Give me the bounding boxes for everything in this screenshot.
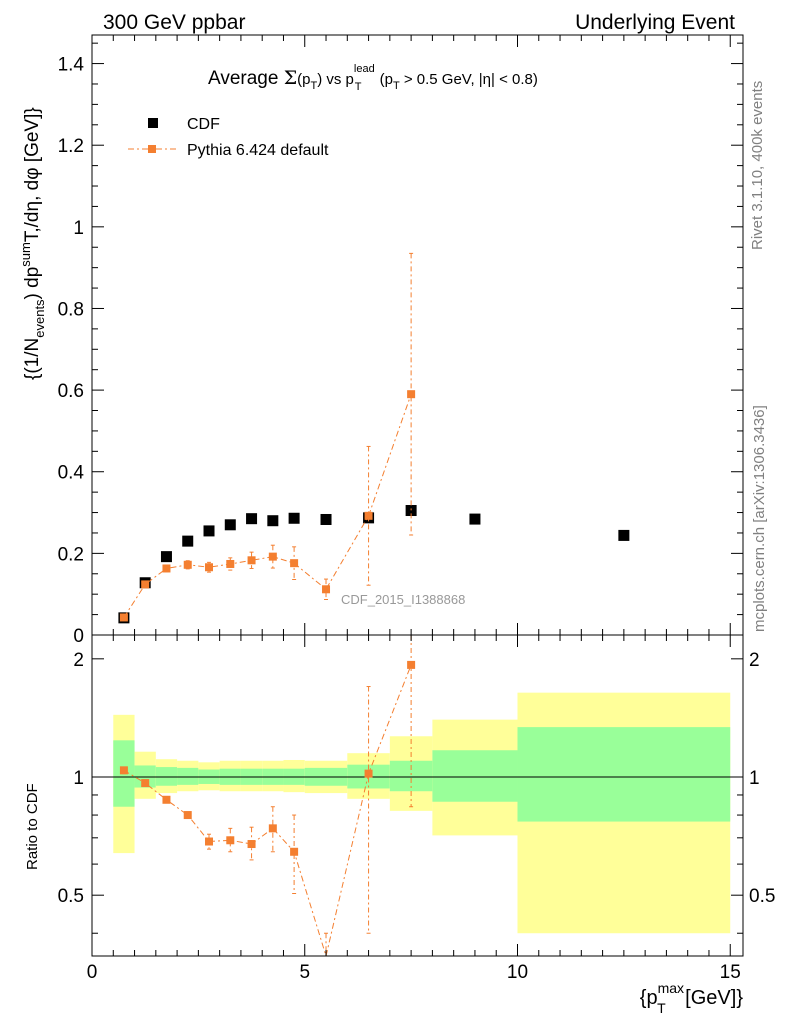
pythia-point: [322, 585, 331, 594]
cdf-point: [469, 513, 481, 525]
pythia-point: [407, 390, 416, 399]
pythia-point: [119, 613, 128, 622]
ratio-y-tick-label: 1: [73, 768, 84, 789]
legend-pythia-marker: [148, 145, 156, 153]
main-title: Average Σ(pT) vs plead T (pT > 0.5 GeV, |…: [208, 63, 538, 93]
pythia-point: [162, 564, 171, 573]
main-y-tick-labels: 0 0.2 0.4 0.6 0.8 1 1.2 1.4: [58, 55, 85, 647]
x-tick-label: 15: [720, 962, 741, 983]
cdf-point: [182, 535, 194, 547]
cdf-point: [618, 529, 630, 541]
header-right: Underlying Event: [575, 11, 735, 34]
ratio-y-tick-label-right: 1: [749, 768, 760, 789]
ratio-point: [183, 811, 192, 820]
main-axis-ticks: [91, 35, 743, 636]
analysis-watermark: CDF_2015_I1388868: [341, 592, 465, 607]
ratio-frame: [91, 634, 744, 957]
ratio-y-tick-label: 2: [73, 650, 84, 671]
ratio-y-tick-label-right: 2: [749, 650, 760, 671]
main-y-tick-label: 0.2: [58, 544, 84, 565]
pythia-point: [141, 580, 150, 589]
ratio-point: [162, 795, 171, 804]
cdf-uncertainty-inner-band: [155, 767, 178, 786]
x-tick-label: 5: [299, 962, 310, 983]
ratio-panel: 0.5 0.5 1 1 2 2 0 5 10 15 Ratio to CDF {pmax T [G…: [24, 634, 776, 1016]
main-y-tick-label: 0.8: [58, 299, 84, 320]
main-y-tick-label: 0: [73, 626, 84, 647]
cdf-uncertainty-inner-band: [517, 727, 731, 822]
ratio-point: [247, 840, 256, 849]
ratio-plot-content: [92, 634, 743, 957]
cdf-point: [320, 513, 332, 525]
x-tick-label: 10: [507, 962, 528, 983]
pythia-point: [226, 559, 235, 568]
main-panel: 0 0.2 0.4 0.6 0.8 1 1.2 1.4 Average Σ(pT) vs pl…: [18, 34, 744, 647]
main-y-tick-label: 0.4: [58, 463, 85, 484]
ratio-point: [141, 779, 150, 788]
ratio-y-tick-label: 0.5: [58, 886, 84, 907]
legend-cdf-marker: [148, 118, 158, 128]
ratio-axis-ticks: [91, 635, 743, 956]
pythia-point: [290, 559, 299, 568]
ratio-y-tick-label-right: 0.5: [749, 886, 775, 907]
cdf-point: [224, 519, 236, 531]
ratio-y-axis-label: Ratio to CDF: [24, 783, 41, 870]
main-y-tick-label: 1: [73, 218, 84, 239]
legend: CDF Pythia 6.424 default: [128, 116, 329, 159]
cdf-uncertainty-inner-band: [177, 767, 199, 785]
cdf-uncertainty-inner-band: [432, 750, 518, 802]
ratio-point: [268, 824, 277, 833]
pythia-point: [364, 511, 373, 520]
legend-cdf-label: CDF: [187, 116, 220, 133]
pythia-point: [205, 563, 214, 572]
pythia-point: [247, 556, 256, 565]
rivet-label: Rivet 3.1.10, 400k events: [749, 81, 766, 250]
ratio-point: [119, 766, 128, 775]
cdf-point: [405, 505, 417, 517]
main-y-tick-label: 1.2: [58, 136, 84, 157]
pythia-line: [123, 394, 412, 618]
x-tick-label: 0: [87, 962, 98, 983]
cdf-point: [160, 551, 172, 563]
ratio-point: [226, 836, 235, 845]
main-y-tick-label: 1.4: [58, 55, 85, 76]
main-y-tick-label: 0.6: [58, 381, 84, 402]
cdf-point: [267, 515, 279, 527]
legend-pythia-label: Pythia 6.424 default: [187, 142, 329, 159]
mcplots-label: mcplots.cern.ch [arXiv:1306.3436]: [751, 405, 768, 632]
main-y-axis-label: {(1/Nevents) dpsumT,/dη, dφ [GeV]}: [18, 107, 47, 380]
x-tick-labels: 0 5 10 15: [87, 962, 741, 983]
main-plot-content: [118, 252, 630, 624]
ratio-point: [364, 769, 373, 778]
pythia-point: [268, 552, 277, 561]
pythia-point: [183, 560, 192, 569]
ratio-point: [290, 847, 299, 856]
ratio-point: [205, 837, 214, 846]
ratio-line: [123, 664, 412, 956]
cdf-point: [203, 525, 215, 537]
ratio-point: [407, 660, 416, 669]
ratio-y-tick-labels: 0.5 0.5 1 1 2 2: [58, 650, 776, 907]
cdf-point: [288, 512, 300, 524]
header-left: 300 GeV ppbar: [103, 11, 245, 34]
x-axis-label: {pmax T [GeV]}: [640, 980, 744, 1016]
cdf-point: [246, 513, 258, 525]
